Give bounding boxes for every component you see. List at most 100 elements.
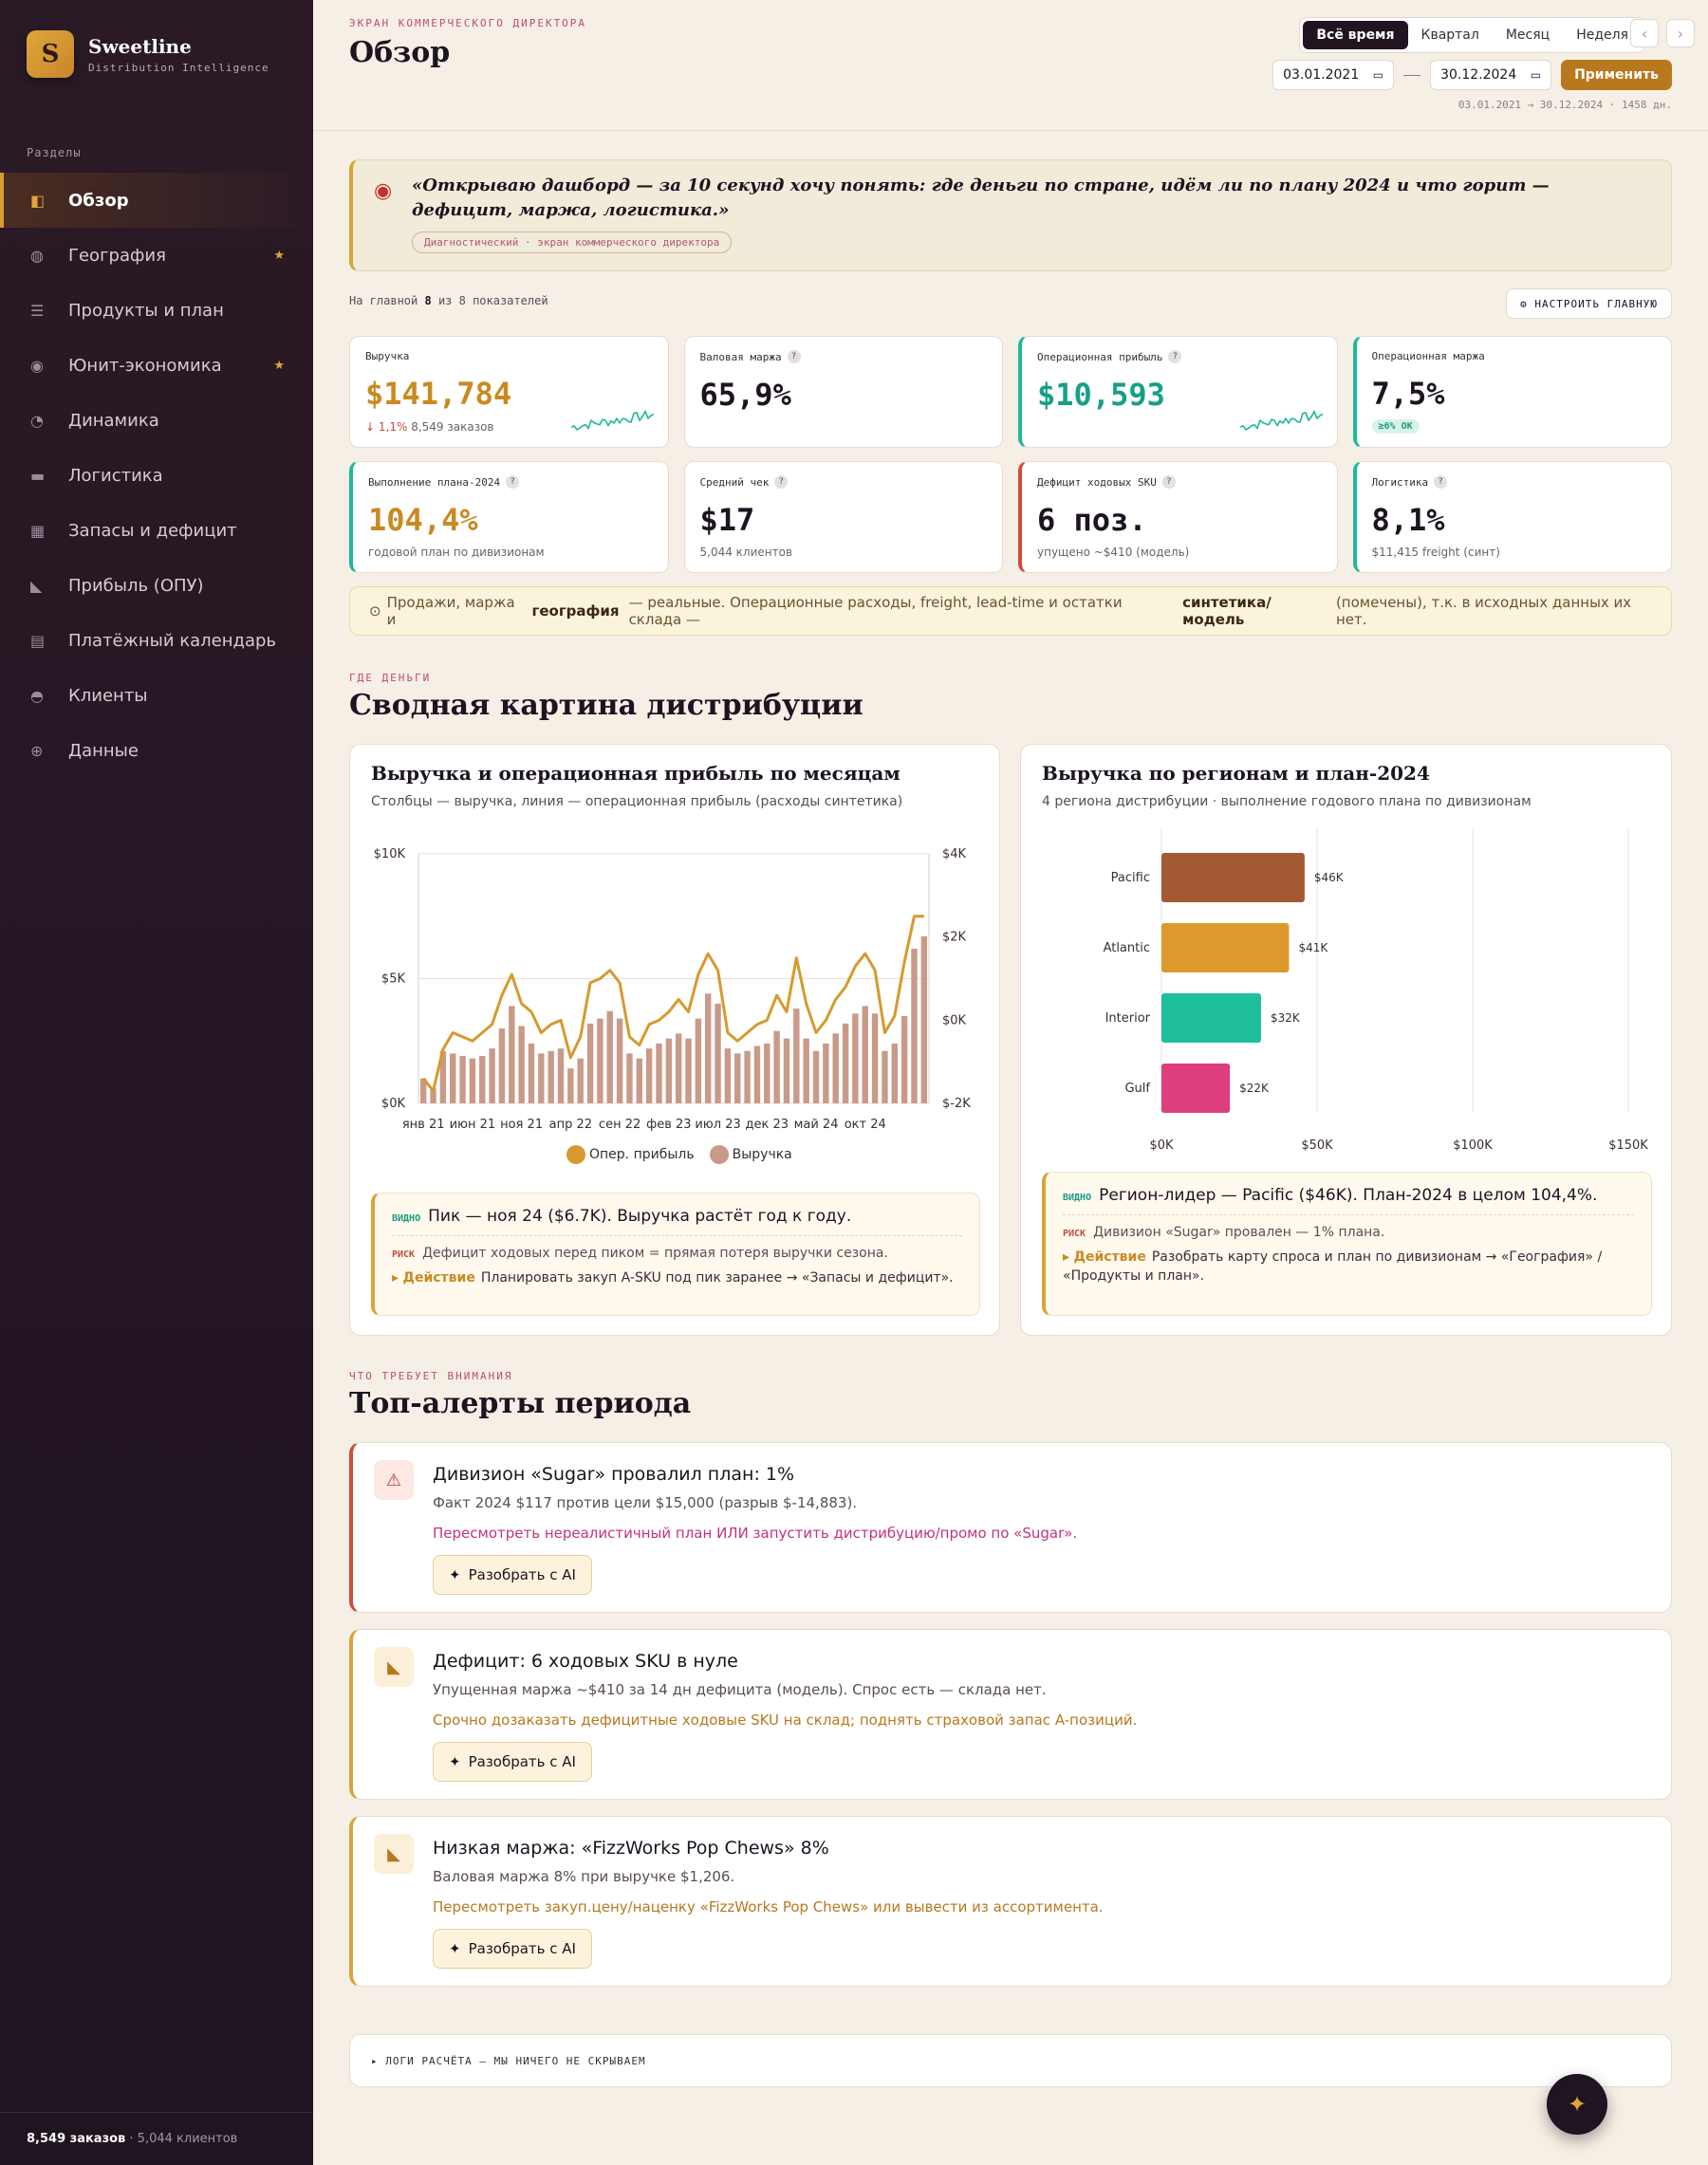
help-icon[interactable]: ?: [506, 475, 520, 489]
note-bold1: география: [531, 602, 620, 620]
revenue-bar: [764, 1043, 770, 1103]
y-right-tick: $-2K: [942, 1097, 971, 1111]
brand[interactable]: S Sweetline Distribution Intelligence: [0, 0, 313, 108]
kpi-card[interactable]: Логистика? 8,1% $11,415 freight (синт): [1352, 461, 1672, 573]
revenue-bar: [773, 1030, 780, 1103]
customize-home-button[interactable]: ⚙ НАСТРОИТЬ ГЛАВНУЮ: [1506, 288, 1672, 319]
kpi-card[interactable]: Операционная маржа 7,5% ≥6% OK: [1352, 336, 1672, 448]
revenue-bar: [597, 1018, 603, 1103]
analyze-with-ai-button[interactable]: ✦ Разобрать с AI: [433, 1555, 592, 1595]
calculation-logs-toggle[interactable]: ▸ ЛОГИ РАСЧЁТА — МЫ НИЧЕГО НЕ СКРЫВАЕМ: [349, 2034, 1672, 2087]
period-tab[interactable]: Месяц: [1505, 28, 1550, 43]
ai-button-label: Разобрать с AI: [468, 1753, 576, 1770]
date-to-input[interactable]: 30.12.2024 ▭: [1430, 60, 1552, 90]
revenue-bar: [459, 1056, 466, 1103]
sidebar-item-6[interactable]: ▦ Запасы и дефицит: [0, 503, 313, 558]
revenue-bar: [891, 1043, 898, 1103]
calendar-icon: ▤: [30, 631, 46, 650]
kpi-card[interactable]: Дефицит ходовых SKU? 6 поз. упущено ~$410 …: [1018, 461, 1338, 573]
square-half-icon: ◧: [30, 191, 46, 210]
sparkline-chart: [1239, 409, 1323, 431]
y-left-tick: $10K: [374, 847, 406, 861]
risk-text: Дефицит ходовых перед пиком = прямая пот…: [422, 1246, 888, 1261]
revenue-bar: [695, 1018, 702, 1103]
alert-title: Дефицит: 6 ходовых SKU в нуле: [433, 1651, 738, 1672]
help-icon[interactable]: ?: [787, 350, 801, 363]
sidebar-item-3[interactable]: ◉ Юнит-экономика ★: [0, 338, 313, 393]
sidebar-item-10[interactable]: ⊕ Данные: [0, 723, 313, 778]
ai-assistant-button[interactable]: ✦: [1547, 2074, 1607, 2135]
sidebar-item-2[interactable]: ☰ Продукты и план: [0, 283, 313, 338]
sidebar-item-5[interactable]: ▬ Логистика: [0, 448, 313, 503]
help-icon[interactable]: ?: [1168, 350, 1182, 363]
kpi-card[interactable]: Выполнение плана-2024? 104,4% годовой план…: [349, 461, 669, 573]
kpi-label-text: Валовая маржа: [699, 350, 782, 363]
kpi-subtext: ≥6% OK: [1371, 418, 1420, 434]
date-from-input[interactable]: 03.01.2021 ▭: [1272, 60, 1395, 90]
data-source-note: ⊙ Продажи, маржа и география — реальные.…: [349, 586, 1672, 636]
region-chart: $0K $50K $100K $150K Pacific $46K Atlantic $41K…: [1104, 828, 1648, 1153]
analyze-with-ai-button[interactable]: ✦ Разобрать с AI: [433, 1742, 592, 1782]
region-value-label: $41K: [1298, 941, 1328, 954]
section-eyebrow: ЧТО ТРЕБУЕТ ВНИМАНИЯ: [349, 1370, 513, 1382]
x-tick: июл 23: [695, 1118, 740, 1132]
sidebar-item-0[interactable]: ◧ Обзор: [0, 173, 313, 228]
kpi-value: $17: [699, 502, 755, 538]
quote-text: «Открываю дашборд — за 10 секунд хочу по…: [412, 176, 1550, 220]
page-eyebrow: ЭКРАН КОММЕРЧЕСКОГО ДИРЕКТОРА: [349, 17, 587, 29]
help-icon[interactable]: ?: [774, 475, 789, 489]
analyze-with-ai-button[interactable]: ✦ Разобрать с AI: [433, 1929, 592, 1969]
period-tab[interactable]: Неделя: [1576, 28, 1628, 43]
persona-quote: ◉ «Открываю дашборд — за 10 секунд хочу …: [349, 159, 1672, 271]
kpi-label: Валовая маржа?: [700, 350, 988, 363]
nav-heading: Разделы: [27, 146, 82, 159]
revenue-bar: [675, 1033, 682, 1103]
monthly-chart-card: Выручка и операционная прибыль по месяца…: [349, 744, 1000, 1336]
y-right-tick: $2K: [942, 931, 967, 945]
apply-button[interactable]: Применить: [1561, 60, 1672, 90]
triangle-chart-icon: ◣: [374, 1834, 414, 1874]
sparkline: [570, 409, 654, 431]
period-tabs: Всё время Квартал Месяц Неделя: [1299, 17, 1645, 53]
note-bold2: синтетика/модель: [1182, 594, 1272, 628]
legend-revenue-label: Выручка: [732, 1147, 792, 1162]
revenue-bar: [606, 1010, 613, 1103]
brand-name: Sweetline: [88, 34, 192, 58]
date-to-value: 30.12.2024: [1440, 67, 1517, 83]
chart-legend: Опер. прибыль Выручка: [566, 1145, 792, 1164]
revenue-bar: [626, 1053, 633, 1103]
kpi-card[interactable]: Операционная прибыль? $10,593: [1018, 336, 1338, 448]
action-label: Действие: [402, 1270, 475, 1286]
period-tab[interactable]: Всё время: [1303, 21, 1408, 49]
kpi-label-text: Логистика: [1371, 475, 1429, 489]
help-icon[interactable]: ?: [1161, 475, 1176, 489]
kpi-card[interactable]: Валовая маржа? 65,9%: [683, 336, 1003, 448]
status-badge: ≥6% OK: [1371, 419, 1420, 434]
prev-period-button[interactable]: ‹: [1630, 19, 1659, 47]
help-icon[interactable]: ?: [1434, 475, 1448, 489]
sidebar-item-label: Юнит-экономика: [68, 355, 222, 376]
revenue-bar: [577, 1058, 584, 1103]
action-text: Планировать закуп A-SKU под пик заранее …: [480, 1270, 954, 1286]
sidebar-item-1[interactable]: ◍ География ★: [0, 228, 313, 283]
note-part2: — реальные. Операционные расходы, freigh…: [628, 594, 1123, 628]
kpi-subtext: годовой план по дивизионам: [368, 546, 545, 559]
kpi-label-text: Дефицит ходовых SKU: [1037, 475, 1157, 489]
sidebar-item-9[interactable]: ◓ Клиенты: [0, 668, 313, 723]
kpi-label-text: Операционная маржа: [1371, 350, 1485, 362]
kpi-card[interactable]: Средний чек? $17 5,044 клиентов: [683, 461, 1003, 573]
sidebar-item-label: Прибыль (ОПУ): [68, 575, 204, 596]
triangle-chart-icon: ◣: [374, 1647, 414, 1687]
period-tab[interactable]: Квартал: [1420, 28, 1479, 43]
kpi-count-value: 8: [424, 294, 432, 307]
sidebar-nav: ◧ Обзор ◍ География ★ ☰ Продукты и план ◉ Юнит-э…: [0, 173, 313, 778]
revenue-bar: [528, 1043, 535, 1103]
sidebar-item-4[interactable]: ◔ Динамика: [0, 393, 313, 448]
y-left-tick: $5K: [381, 972, 406, 987]
kpi-card[interactable]: Выручка $141,784 ↓ 1,1% 8,549 заказов: [349, 336, 669, 448]
region-bar: [1161, 993, 1261, 1043]
next-period-button[interactable]: ›: [1666, 19, 1695, 47]
sidebar-item-7[interactable]: ◣ Прибыль (ОПУ): [0, 558, 313, 613]
revenue-bar: [586, 1023, 594, 1103]
sidebar-item-8[interactable]: ▤ Платёжный календарь: [0, 613, 313, 668]
